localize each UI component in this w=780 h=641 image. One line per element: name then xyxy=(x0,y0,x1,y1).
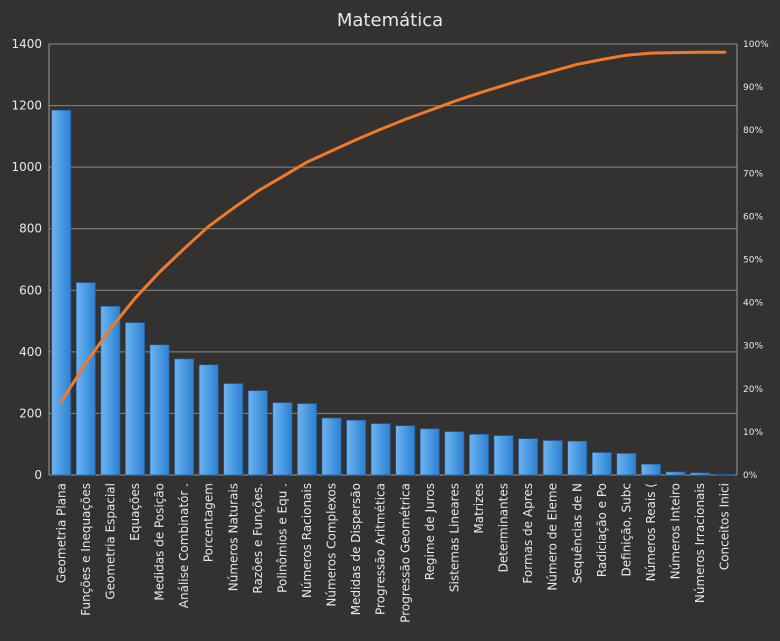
bar xyxy=(321,417,342,476)
bar xyxy=(51,109,72,476)
x-tick-label: Polinômios e Equ . xyxy=(275,483,289,593)
x-tick-label: Sequências de N xyxy=(570,483,584,583)
y-tick-label: 400 xyxy=(19,345,42,359)
x-tick-label: Equações xyxy=(128,483,142,541)
y-tick-label: 1000 xyxy=(11,160,42,174)
y-tick-label: 1400 xyxy=(11,37,42,51)
x-tick-label: Medidas de Dispersão xyxy=(349,483,363,615)
bar xyxy=(223,383,244,476)
y2-tick-label: 30% xyxy=(743,342,763,352)
bar xyxy=(395,425,416,476)
y2-axis-ticks: 0% 10% 20% 30% 40% 50% 60% 70% 80% 90% 100% xyxy=(743,40,769,481)
y2-tick-label: 40% xyxy=(743,299,763,309)
cumulative-percent-line xyxy=(59,50,727,404)
bar xyxy=(542,440,563,476)
bar xyxy=(370,423,391,476)
y-tick-label: 600 xyxy=(19,283,42,297)
y2-tick-label: 20% xyxy=(743,385,763,395)
x-tick-label: Conceitos Inici xyxy=(718,483,732,570)
bar xyxy=(567,440,588,476)
y2-tick-label: 100% xyxy=(743,40,769,50)
bar xyxy=(174,358,195,476)
y2-tick-label: 70% xyxy=(743,169,763,179)
bar xyxy=(247,390,268,476)
y-tick-label: 200 xyxy=(19,406,42,420)
y2-tick-label: 80% xyxy=(743,126,763,136)
y-tick-label: 1200 xyxy=(11,99,42,113)
bar xyxy=(346,419,367,476)
x-tick-label: Números Racionais xyxy=(300,483,314,598)
bar xyxy=(641,463,661,476)
bar xyxy=(297,403,317,476)
bar xyxy=(518,438,539,476)
x-axis-labels: Geometria Plana Funções e Inequações Geome… xyxy=(54,483,731,623)
bar xyxy=(100,305,121,476)
bar xyxy=(714,474,735,476)
cumulative-line xyxy=(59,50,727,404)
bar xyxy=(198,364,219,476)
bar xyxy=(591,452,612,476)
y-tick-label: 0 xyxy=(34,468,42,482)
bar xyxy=(469,434,489,476)
x-tick-label: Número de Eleme xyxy=(546,483,560,591)
x-tick-label: Geometria Plana xyxy=(54,483,68,583)
bar xyxy=(125,322,145,476)
x-tick-label: Determinantes xyxy=(497,483,511,572)
x-tick-label: Números Inteiro xyxy=(669,483,683,579)
x-tick-label: Regime de Juros xyxy=(423,483,437,580)
x-tick-label: Porcentagem xyxy=(202,483,216,562)
x-tick-label: Números Irracionais xyxy=(693,483,707,603)
x-tick-label: Progressão Geométrica xyxy=(398,483,412,623)
chart-title: Matemática xyxy=(337,10,443,31)
bar xyxy=(493,435,514,476)
x-tick-label: Funções e Inequações xyxy=(79,483,93,616)
y2-tick-label: 60% xyxy=(743,212,763,222)
y2-tick-label: 90% xyxy=(743,83,763,93)
x-tick-label: Números Reais ( xyxy=(644,483,658,581)
x-tick-label: Matrizes xyxy=(472,483,486,534)
x-tick-label: Formas de Apres xyxy=(521,483,535,584)
bar xyxy=(272,402,293,476)
x-tick-label: Definição, Subc xyxy=(619,483,633,576)
x-tick-label: Geometria Espacial xyxy=(103,483,117,600)
x-tick-label: Progressão Aritmética xyxy=(374,483,388,615)
bar xyxy=(149,344,170,476)
x-tick-label: Números Complexos xyxy=(325,483,339,607)
y2-tick-label: 50% xyxy=(743,256,763,266)
x-tick-label: Sistemas Lineares xyxy=(447,483,461,592)
x-tick-label: Números Naturais xyxy=(226,483,240,591)
bar xyxy=(419,428,440,476)
y2-tick-label: 10% xyxy=(743,428,763,438)
x-tick-label: Radiciação e Po xyxy=(595,483,609,577)
bar xyxy=(75,282,96,476)
x-tick-label: Razões e Funções. xyxy=(251,483,265,594)
x-tick-label: Medidas de Posição xyxy=(153,483,167,601)
x-tick-label: Análise Combinatór . xyxy=(177,483,191,608)
bar xyxy=(444,431,465,476)
bar xyxy=(616,453,637,476)
y-axis-ticks: 0 200 400 600 800 1000 1200 1400 xyxy=(11,37,42,482)
bars xyxy=(51,109,735,476)
bar xyxy=(665,471,686,476)
y2-tick-label: 0% xyxy=(743,471,758,481)
bar xyxy=(690,472,711,476)
y-tick-label: 800 xyxy=(19,222,42,236)
